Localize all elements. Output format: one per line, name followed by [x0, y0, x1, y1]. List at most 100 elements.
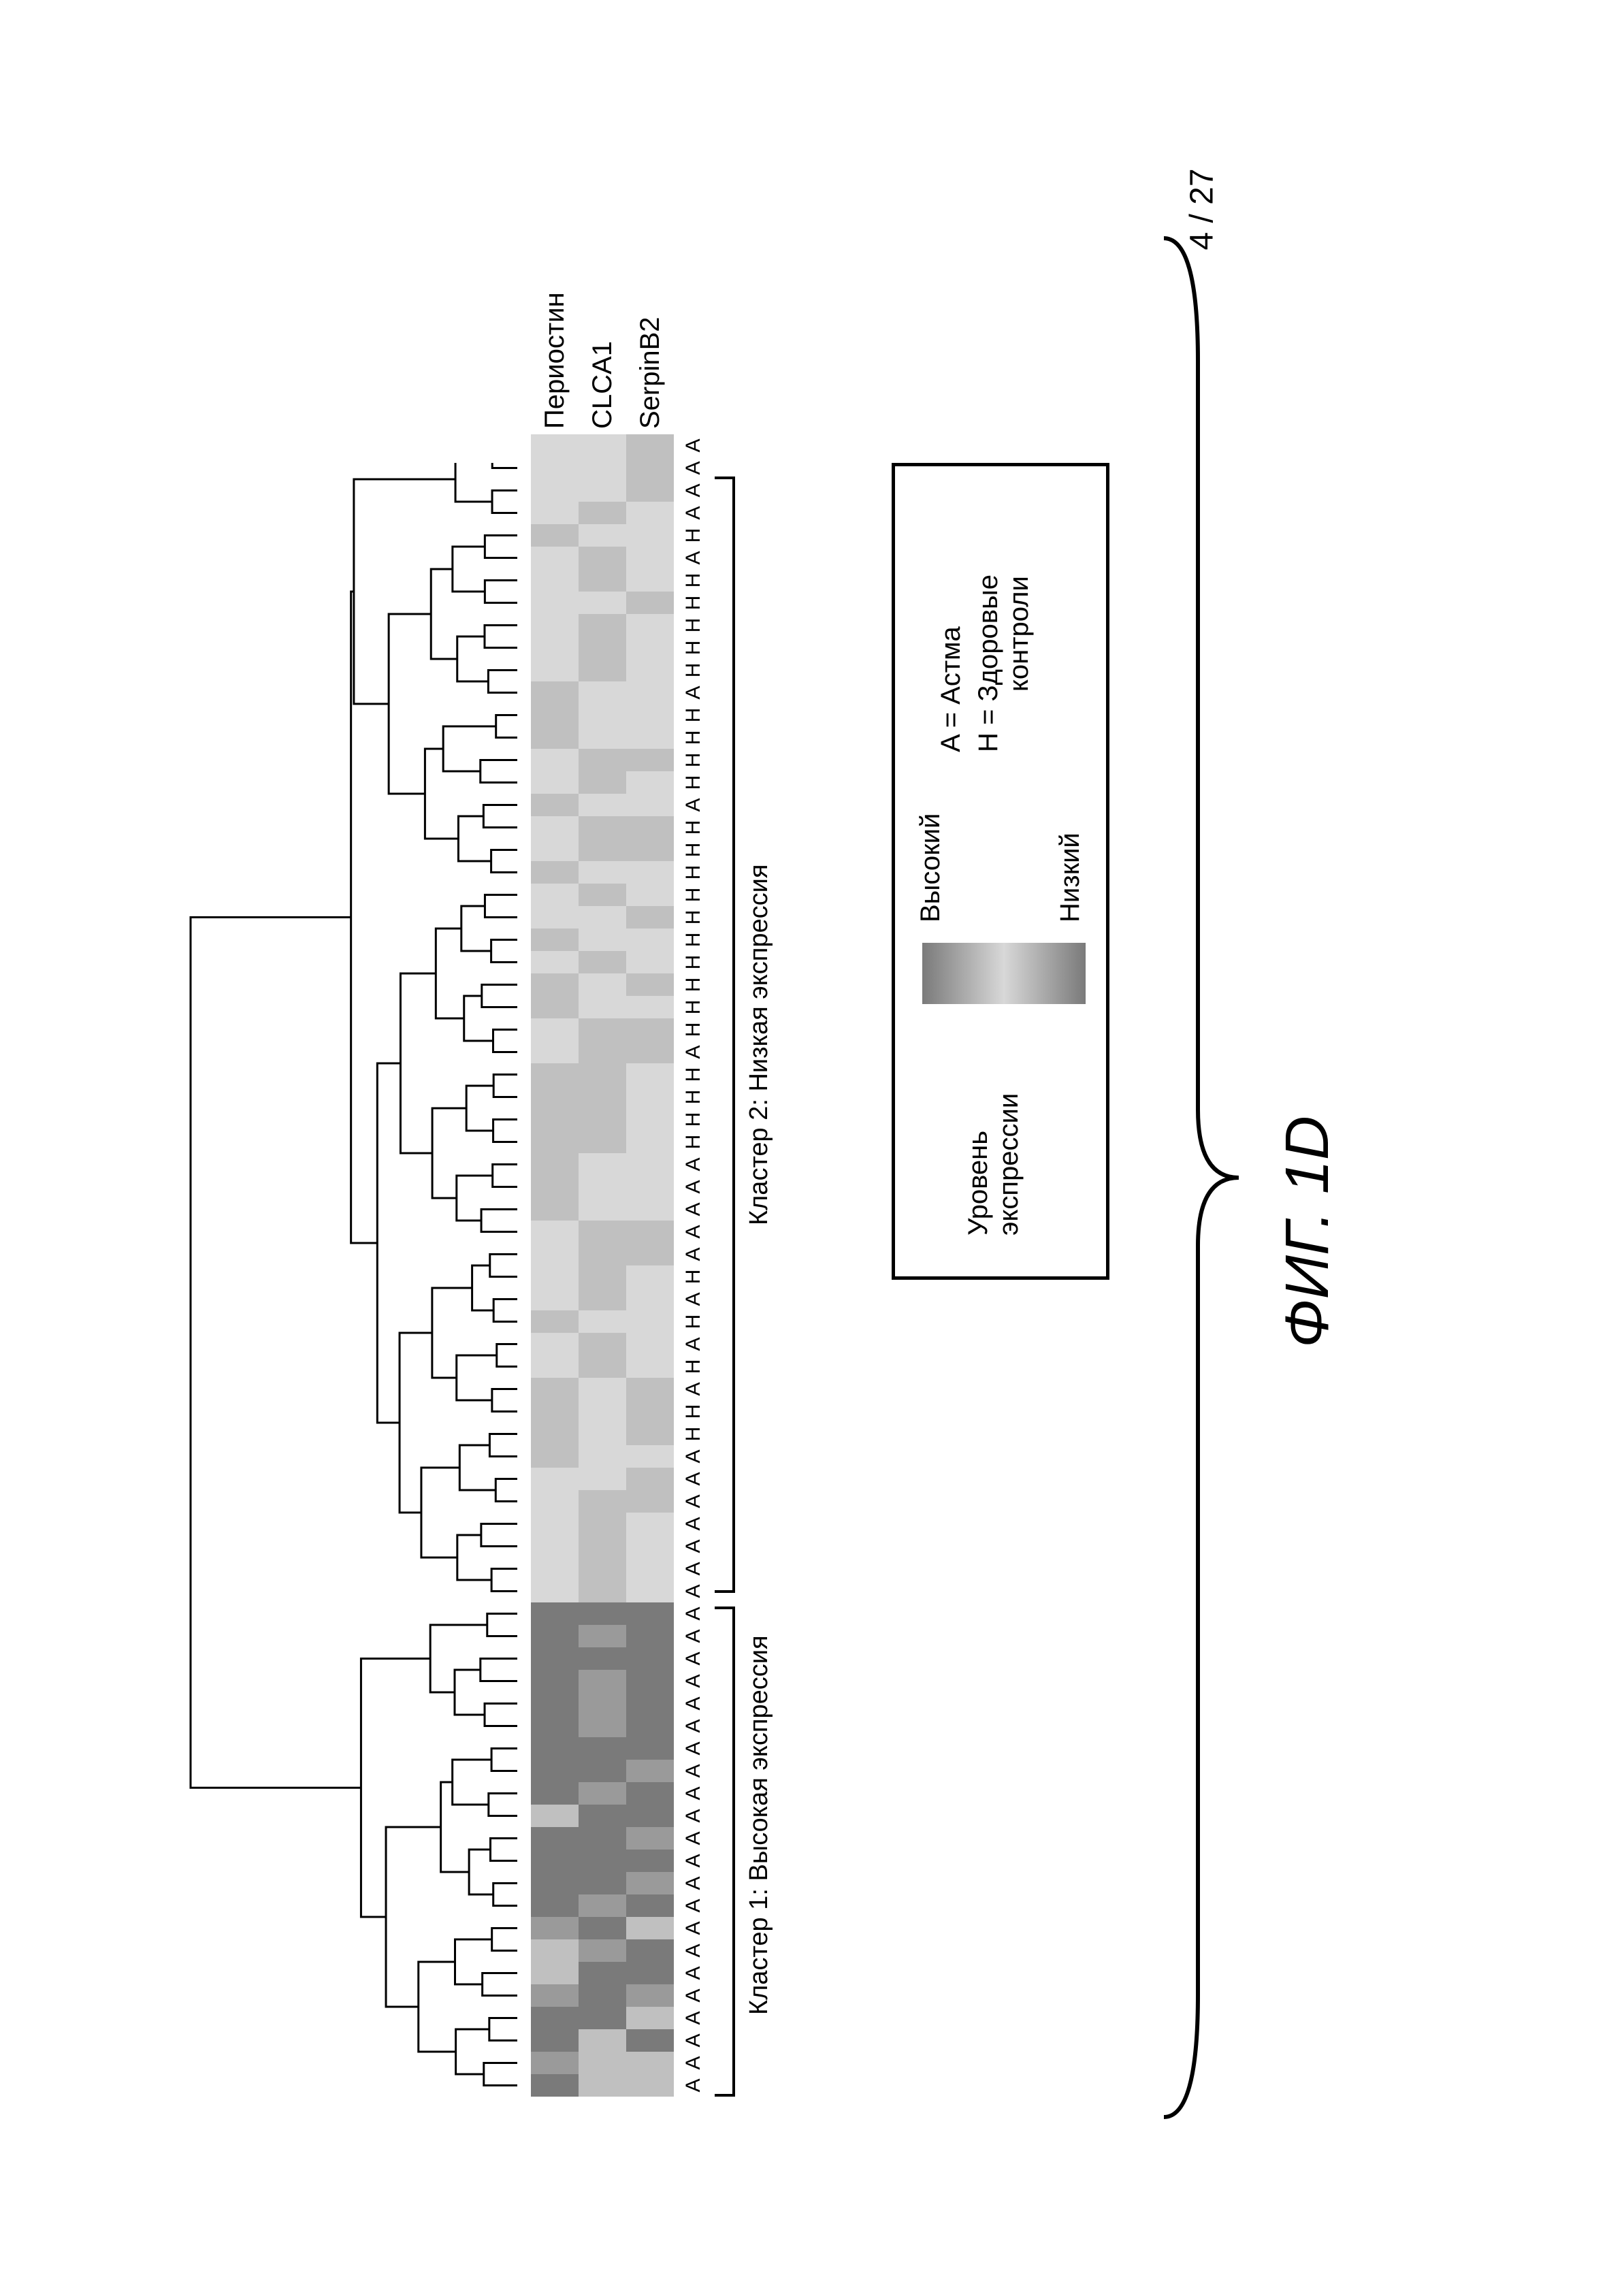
heatmap-cell: [626, 1602, 674, 1625]
sample-label: A: [682, 1670, 705, 1692]
heatmap-cell: [579, 1423, 626, 1445]
heatmap-cell: [626, 816, 674, 839]
heatmap-cell: [531, 457, 579, 479]
sample-label: A: [682, 1580, 705, 1602]
heatmap-cell: [579, 457, 626, 479]
heatmap-cell: [531, 1625, 579, 1647]
heatmap-cell: [531, 884, 579, 906]
row-label-periostin: Периостин: [531, 292, 579, 429]
heatmap-cell: [531, 1827, 579, 1850]
heatmap-cell: [626, 1086, 674, 1108]
heatmap-cell: [531, 479, 579, 502]
heatmap-cell: [579, 614, 626, 636]
heatmap-cell: [579, 434, 626, 457]
heatmap-cell: [579, 1378, 626, 1400]
heatmap-cell: [626, 1243, 674, 1265]
heatmap-cell: [579, 659, 626, 681]
legend-box: Уровень экспрессии Высокий Низкий A = Ас…: [892, 463, 1109, 1280]
heatmap-cell: [531, 1962, 579, 1984]
heatmap-cell: [626, 1468, 674, 1490]
sample-label: A: [682, 2052, 705, 2074]
sample-label: H: [682, 592, 705, 614]
heatmap-cell: [531, 1580, 579, 1602]
sample-label: A: [682, 1176, 705, 1198]
sample-label: A: [682, 794, 705, 816]
heatmap-cell: [579, 1131, 626, 1153]
heatmap-cell: [579, 861, 626, 884]
heatmap-cell: [579, 2074, 626, 2097]
heatmap-cell: [579, 1827, 626, 1850]
sample-label: A: [682, 1198, 705, 1221]
heatmap-cell: [579, 1894, 626, 1917]
heatmap-cell: [579, 1041, 626, 1063]
heatmap-cell: [531, 1468, 579, 1490]
heatmap-cell: [579, 1333, 626, 1355]
sample-label: H: [682, 1086, 705, 1108]
heatmap-cell: [531, 659, 579, 681]
heatmap-cell: [531, 2007, 579, 2029]
heatmap-cell: [579, 1962, 626, 1984]
heatmap-cell: [626, 659, 674, 681]
heatmap-cell: [626, 1805, 674, 1827]
heatmap-cell: [626, 1535, 674, 1557]
heatmap-cell: [531, 749, 579, 771]
heatmap-cell: [626, 1513, 674, 1535]
heatmap-cell: [626, 1917, 674, 1939]
sample-label: A: [682, 1243, 705, 1265]
heatmap-cell: [531, 1221, 579, 1243]
heatmap-cell: [531, 524, 579, 547]
heatmap-cell: [531, 1850, 579, 1872]
heatmap-cell: [531, 1355, 579, 1378]
heatmap-cell: [579, 1850, 626, 1872]
heatmap-row: [626, 434, 674, 2097]
heatmap-cell: [626, 1423, 674, 1445]
sample-label: A: [682, 1917, 705, 1939]
heatmap-cell: [626, 726, 674, 749]
sample-label: A: [682, 1288, 705, 1310]
heatmap-cell: [626, 1378, 674, 1400]
heatmap-cell: [579, 1939, 626, 1962]
heatmap-cell: [531, 1939, 579, 1962]
heatmap-cell: [531, 1647, 579, 1670]
heatmap-cell: [626, 2052, 674, 2074]
heatmap-cell: [626, 1288, 674, 1310]
heatmap-cell: [579, 1692, 626, 1715]
heatmap-cell: [579, 1917, 626, 1939]
heatmap-cell: [626, 1153, 674, 1176]
heatmap-cell: [531, 569, 579, 592]
heatmap-cell: [626, 1018, 674, 1041]
sample-label: H: [682, 951, 705, 973]
heatmap-cell: [626, 2074, 674, 2097]
heatmap-cell: [531, 1490, 579, 1513]
heatmap-cell: [531, 704, 579, 726]
sample-label: A: [682, 1850, 705, 1872]
heatmap-cell: [579, 929, 626, 951]
sample-label: H: [682, 569, 705, 592]
heatmap-cell: [626, 1108, 674, 1131]
heatmap-cell: [626, 2029, 674, 2052]
sample-label: A: [682, 1647, 705, 1670]
heatmap-cell: [626, 1692, 674, 1715]
sample-label: A: [682, 502, 705, 524]
heatmap-cell: [531, 1018, 579, 1041]
heatmap-cell: [531, 547, 579, 569]
sample-label: A: [682, 2007, 705, 2029]
sample-label: A: [682, 1490, 705, 1513]
heatmap-cell: [531, 839, 579, 861]
heatmap-cell: [626, 1872, 674, 1894]
heatmap-cell: [579, 592, 626, 614]
heatmap-cell: [531, 1153, 579, 1176]
heatmap-cell: [579, 794, 626, 816]
heatmap-cell: [531, 973, 579, 996]
cluster2-bracket: [715, 477, 735, 1593]
sample-label: A: [682, 1715, 705, 1737]
heatmap-cell: [626, 906, 674, 929]
heatmap-cell: [626, 592, 674, 614]
heatmap-cell: [579, 1086, 626, 1108]
sample-label: H: [682, 1310, 705, 1333]
heatmap-cell: [626, 1939, 674, 1962]
heatmap-cell: [579, 1018, 626, 1041]
heatmap-cell: [579, 636, 626, 659]
heatmap-cell: [531, 1333, 579, 1355]
heatmap-cell: [626, 1625, 674, 1647]
